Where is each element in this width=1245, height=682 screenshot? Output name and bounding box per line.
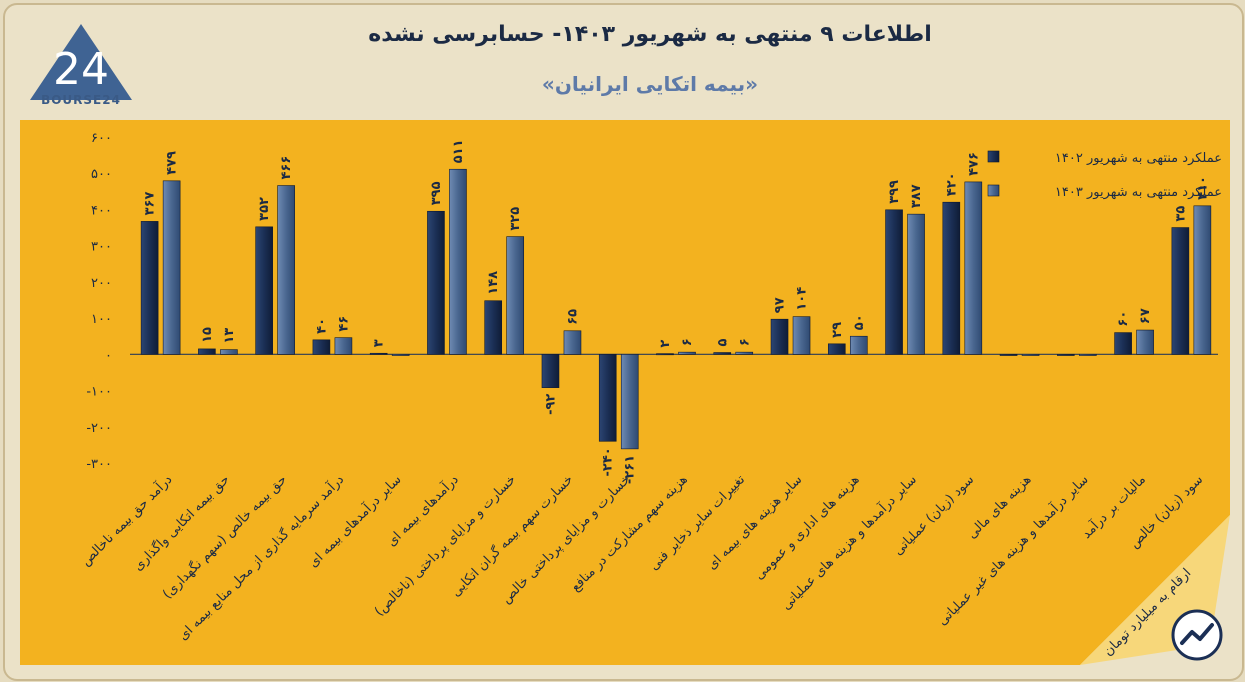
y-tick-label: ۵۰۰ — [91, 167, 112, 182]
bar-s2-15 — [1021, 354, 1040, 356]
bar-s2-0 — [162, 180, 181, 355]
data-label: ۴۰ — [314, 318, 329, 334]
data-label: ۳ — [372, 339, 387, 347]
bar-s1-18 — [1171, 227, 1190, 355]
data-label: ۱۳ — [222, 328, 237, 344]
y-tick-label: -۲۰۰ — [86, 421, 112, 436]
bar-s2-18 — [1193, 205, 1212, 355]
bar-s1-8 — [598, 354, 617, 442]
data-label: ۴۷۶ — [966, 152, 981, 176]
logo-digits: 24 — [53, 44, 109, 95]
data-label: -۲۴۰ — [601, 447, 616, 476]
bar-s2-1 — [220, 349, 238, 355]
bar-s2-3 — [334, 337, 353, 355]
bar-s2-4 — [391, 354, 410, 356]
bar-s2-2 — [277, 185, 295, 355]
data-label: ۳۹۵ — [429, 181, 444, 205]
legend-label-2: عملکرد منتهی به شهریور ۱۴۰۳ — [1055, 185, 1222, 200]
y-tick-label: -۳۰۰ — [86, 457, 112, 472]
logo-text: BOURSE24 — [41, 93, 121, 107]
data-label: -۹۲ — [543, 394, 558, 415]
data-label: ۶۷ — [1138, 308, 1153, 324]
data-label: ۵۰ — [852, 314, 867, 330]
data-label: ۵ — [715, 339, 730, 347]
chart-subtitle: «بیمه اتکایی ایرانیان» — [541, 72, 759, 96]
legend-swatch-2 — [987, 184, 1000, 197]
bar-s1-16 — [1057, 354, 1075, 356]
bar-s1-4 — [369, 352, 388, 355]
data-label: ۳۶۷ — [143, 192, 158, 216]
legend-swatch-1 — [987, 150, 1000, 163]
bar-s2-17 — [1136, 329, 1154, 355]
y-tick-label: ۱۰۰ — [91, 312, 112, 327]
data-label: ۴۷۹ — [165, 151, 180, 175]
data-label: ۴۱۰ — [1195, 176, 1210, 200]
bar-s1-7 — [541, 354, 560, 388]
data-label: ۱۵ — [200, 327, 215, 343]
data-label: ۶۰ — [1116, 311, 1131, 327]
y-tick-label: -۱۰۰ — [86, 385, 112, 400]
bar-s1-5 — [427, 210, 445, 355]
data-label: ۱۰۴ — [795, 287, 810, 311]
bar-s1-0 — [140, 221, 159, 355]
data-label: ۶ — [737, 338, 752, 346]
bar-s2-5 — [449, 168, 467, 355]
bar-s2-13 — [907, 213, 925, 355]
y-tick-label: ۰ — [105, 348, 112, 363]
bar-s1-10 — [713, 352, 732, 355]
bar-s1-3 — [312, 339, 331, 355]
bar-s2-6 — [506, 236, 525, 355]
bar-s1-11 — [770, 318, 789, 355]
data-label: ۱۴۸ — [486, 271, 501, 295]
data-label: -۲۶۱ — [623, 455, 638, 484]
data-label: ۶۵ — [565, 309, 580, 325]
y-tick-label: ۳۰۰ — [91, 240, 112, 255]
bar-s1-6 — [484, 300, 503, 355]
data-label: ۳۲۵ — [508, 207, 523, 231]
bar-s2-7 — [563, 330, 582, 355]
data-label: ۴۶۶ — [279, 156, 294, 180]
bar-s2-9 — [678, 351, 696, 355]
bar-s1-17 — [1114, 332, 1132, 355]
chart-title: اطلاعات ۹ منتهی به شهریور ۱۴۰۳- حسابرسی … — [368, 22, 932, 47]
bar-s2-12 — [849, 335, 868, 355]
bar-s2-16 — [1079, 354, 1097, 356]
bar-s1-15 — [999, 354, 1018, 356]
data-label: ۳۸۷ — [909, 184, 924, 208]
bar-s1-12 — [827, 343, 846, 355]
logo-triangle — [30, 24, 132, 100]
trend-icon-line — [1180, 623, 1214, 645]
bar-s1-9 — [656, 353, 674, 356]
bar-s1-1 — [198, 348, 216, 355]
bar-s2-14 — [964, 181, 983, 355]
y-tick-label: ۲۰۰ — [91, 276, 112, 291]
legend-label-1: عملکرد منتهی به شهریور ۱۴۰۲ — [1055, 151, 1222, 166]
bar-s1-2 — [255, 226, 273, 355]
data-label: ۲ — [658, 340, 673, 348]
y-tick-label: ۶۰۰ — [91, 131, 112, 146]
data-label: ۳۵ — [1173, 206, 1188, 222]
data-label: ۳۹۹ — [887, 180, 902, 204]
y-tick-label: ۴۰۰ — [91, 203, 112, 218]
bar-s2-8 — [620, 354, 639, 450]
bar-s1-14 — [942, 201, 961, 355]
data-label: ۳۵۲ — [257, 197, 272, 221]
data-label: ۴۲۰ — [944, 172, 959, 196]
bar-s2-10 — [735, 351, 754, 355]
bourse24-logo: 24 — [30, 24, 132, 100]
bar-s2-11 — [792, 316, 811, 355]
bar-s1-13 — [885, 209, 903, 355]
data-label: ۴۶ — [336, 316, 351, 332]
data-label: ۲۹ — [830, 322, 845, 338]
data-label: ۶ — [680, 338, 695, 346]
data-label: ۵۱۱ — [451, 139, 466, 163]
data-label: ۹۷ — [773, 297, 788, 313]
